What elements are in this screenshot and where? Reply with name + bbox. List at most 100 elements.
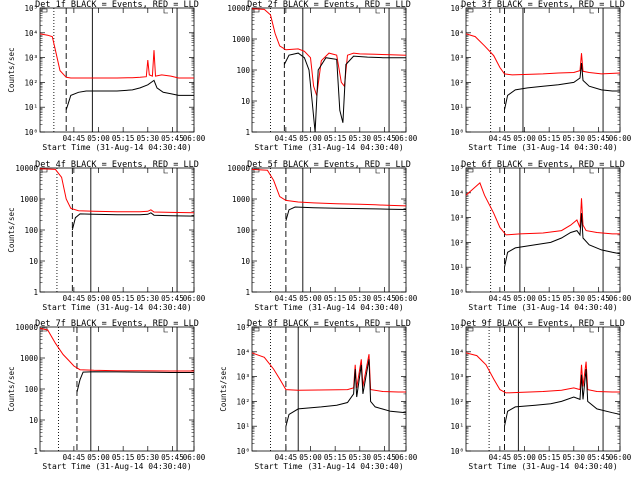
x-tick-label: 05:45	[161, 294, 184, 303]
series-line-lld	[466, 352, 620, 394]
y-tick-label: 10⁴	[450, 29, 464, 38]
y-tick-label: 10⁰	[450, 447, 464, 456]
x-tick-label: 05:45	[587, 134, 610, 143]
corner-marker	[163, 328, 168, 333]
x-tick-label: 05:45	[161, 134, 184, 143]
plot-frame	[39, 7, 195, 133]
x-tick-label: 05:30	[137, 294, 160, 303]
chart-title: Det 6f BLACK = Events, RED = LLD	[461, 160, 625, 170]
y-tick-label: 100	[236, 66, 250, 75]
corner-marker	[375, 169, 380, 174]
x-tick-label: 05:30	[349, 134, 372, 143]
plot-frame	[251, 326, 407, 452]
x-tick-label: 05:00	[299, 134, 322, 143]
x-axis-label: Start Time (31-Aug-14 04:30:40)	[468, 462, 617, 471]
chart-panel-1: Det 1f BLACK = Events, RED = LLD 10⁰ 10¹ 10…	[7, 0, 206, 152]
y-tick-label: 10000	[15, 323, 38, 332]
x-tick-label: 05:45	[587, 453, 610, 462]
chart-panel-7: Det 7f BLACK = Events, RED = LLD 1 10 100 10…	[7, 319, 206, 471]
chart-panel-2: Det 2f BLACK = Events, RED = LLD 1 10 100 10…	[227, 0, 417, 152]
x-tick-label: 05:30	[349, 453, 372, 462]
series-line-lld	[466, 33, 620, 76]
x-tick-label: 06:00	[609, 134, 632, 143]
chart-title: Det 8f BLACK = Events, RED = LLD	[247, 319, 411, 329]
y-tick-label: 10⁵	[236, 323, 250, 332]
y-tick-label: 10⁴	[450, 348, 464, 357]
x-axis-label: Start Time (31-Aug-14 04:30:40)	[254, 462, 403, 471]
corner-marker	[163, 9, 168, 14]
y-tick-label: 1	[245, 288, 250, 297]
y-tick-label: 100	[24, 226, 38, 235]
x-tick-label: 05:00	[87, 453, 110, 462]
y-tick-label: 10⁴	[450, 189, 464, 198]
x-axis-label: Start Time (31-Aug-14 04:30:40)	[42, 143, 191, 152]
x-tick-label: 04:45	[63, 134, 86, 143]
y-tick-label: 10²	[450, 397, 464, 406]
y-tick-label: 10³	[450, 214, 464, 223]
y-tick-label: 1	[33, 288, 38, 297]
x-tick-label: 06:00	[395, 134, 418, 143]
y-tick-label: 10⁵	[450, 164, 464, 173]
plot-frame	[465, 326, 621, 452]
series-line-events	[285, 206, 406, 221]
x-axis-label: Start Time (31-Aug-14 04:30:40)	[468, 303, 617, 312]
y-tick-label: 10000	[227, 4, 250, 13]
x-tick-label: 04:45	[275, 453, 298, 462]
chart-title: Det 7f BLACK = Events, RED = LLD	[35, 319, 199, 329]
y-tick-label: 10⁴	[24, 29, 38, 38]
y-tick-label: 10¹	[24, 103, 38, 112]
corner-marker	[253, 327, 260, 332]
x-tick-label: 06:00	[395, 453, 418, 462]
x-tick-label: 05:45	[373, 134, 396, 143]
x-tick-label: 04:45	[489, 134, 512, 143]
y-tick-label: 10	[241, 257, 251, 266]
x-tick-label: 05:45	[373, 453, 396, 462]
chart-panel-6: Det 6f BLACK = Events, RED = LLD 10⁰ 10¹ 10…	[450, 160, 631, 312]
x-tick-label: 05:45	[161, 453, 184, 462]
y-tick-label: 10	[29, 257, 39, 266]
y-tick-label: 10	[29, 416, 39, 425]
x-tick-label: 04:45	[63, 453, 86, 462]
plot-frame	[465, 7, 621, 133]
x-axis-label: Start Time (31-Aug-14 04:30:40)	[42, 462, 191, 471]
y-tick-label: 10⁴	[236, 348, 250, 357]
chart-title: Det 5f BLACK = Events, RED = LLD	[247, 160, 411, 170]
y-axis-label: Counts/sec	[7, 207, 16, 252]
y-tick-label: 100	[24, 385, 38, 394]
x-tick-label: 05:00	[299, 453, 322, 462]
y-tick-label: 10³	[24, 54, 38, 63]
x-axis-label: Start Time (31-Aug-14 04:30:40)	[254, 143, 403, 152]
chart-panel-5: Det 5f BLACK = Events, RED = LLD 1 10 100 10…	[227, 160, 417, 312]
y-tick-label: 10²	[236, 397, 250, 406]
y-tick-label: 10²	[450, 78, 464, 87]
series-line-events	[65, 79, 194, 110]
x-tick-label: 05:30	[563, 134, 586, 143]
series-line-lld	[252, 352, 406, 393]
corner-marker	[41, 8, 48, 13]
y-tick-label: 1	[245, 128, 250, 137]
series-line-lld	[40, 168, 194, 214]
y-tick-label: 10¹	[450, 103, 464, 112]
x-tick-label: 05:15	[112, 134, 135, 143]
series-line-lld	[40, 33, 194, 79]
y-tick-label: 100	[236, 226, 250, 235]
y-axis-label: Counts/sec	[7, 366, 16, 411]
x-tick-label: 04:45	[489, 453, 512, 462]
y-tick-label: 10¹	[450, 422, 464, 431]
y-tick-label: 1000	[20, 195, 39, 204]
x-tick-label: 05:30	[137, 134, 160, 143]
x-tick-label: 05:15	[538, 134, 561, 143]
x-tick-label: 05:00	[299, 294, 322, 303]
series-line-lld	[40, 327, 194, 372]
chart-panel-4: Det 4f BLACK = Events, RED = LLD 1 10 100 10…	[7, 160, 206, 312]
x-axis-label: Start Time (31-Aug-14 04:30:40)	[254, 303, 403, 312]
x-tick-label: 05:15	[112, 453, 135, 462]
y-tick-label: 1	[33, 447, 38, 456]
series-line-events	[76, 371, 194, 393]
x-tick-label: 06:00	[183, 453, 206, 462]
x-tick-label: 05:00	[513, 134, 536, 143]
series-line-lld	[252, 8, 406, 96]
series-line-events	[71, 212, 194, 231]
plot-frame	[251, 167, 407, 293]
series-line-lld	[466, 182, 620, 236]
